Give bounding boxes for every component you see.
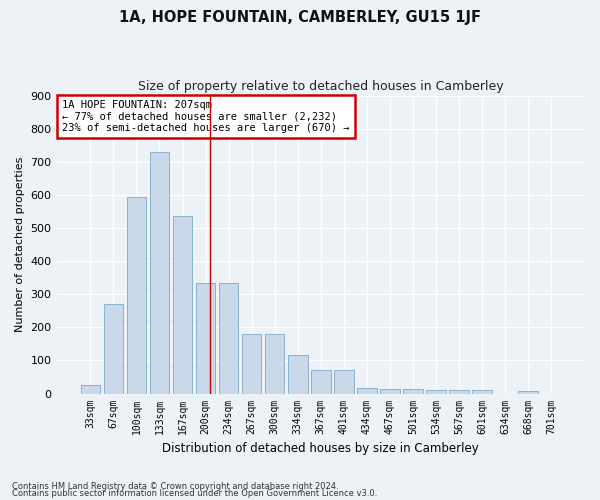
Text: Contains public sector information licensed under the Open Government Licence v3: Contains public sector information licen…: [12, 490, 377, 498]
Bar: [149, 152, 169, 394]
Bar: [518, 391, 538, 394]
Bar: [380, 388, 400, 394]
Bar: [403, 388, 423, 394]
Y-axis label: Number of detached properties: Number of detached properties: [15, 157, 25, 332]
Text: Contains HM Land Registry data © Crown copyright and database right 2024.: Contains HM Land Registry data © Crown c…: [12, 482, 338, 491]
Bar: [265, 334, 284, 394]
Bar: [127, 196, 146, 394]
Text: 1A HOPE FOUNTAIN: 207sqm
← 77% of detached houses are smaller (2,232)
23% of sem: 1A HOPE FOUNTAIN: 207sqm ← 77% of detach…: [62, 100, 349, 133]
Title: Size of property relative to detached houses in Camberley: Size of property relative to detached ho…: [138, 80, 503, 93]
Bar: [242, 334, 262, 394]
Bar: [80, 386, 100, 394]
Bar: [288, 356, 308, 394]
Bar: [426, 390, 446, 394]
Bar: [357, 388, 377, 394]
Bar: [334, 370, 353, 394]
Bar: [173, 216, 193, 394]
Bar: [472, 390, 492, 394]
Bar: [449, 390, 469, 394]
Bar: [219, 282, 238, 394]
Bar: [311, 370, 331, 394]
Text: 1A, HOPE FOUNTAIN, CAMBERLEY, GU15 1JF: 1A, HOPE FOUNTAIN, CAMBERLEY, GU15 1JF: [119, 10, 481, 25]
Bar: [104, 304, 123, 394]
Bar: [196, 282, 215, 394]
X-axis label: Distribution of detached houses by size in Camberley: Distribution of detached houses by size …: [163, 442, 479, 455]
